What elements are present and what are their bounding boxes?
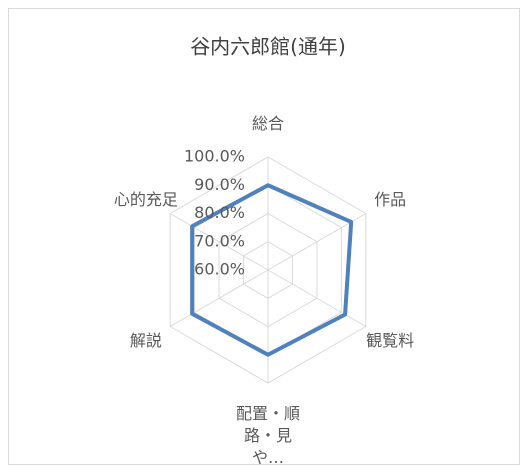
r-tick-label: 90.0% bbox=[194, 175, 245, 194]
spoke bbox=[267, 269, 367, 327]
spoke bbox=[169, 213, 269, 271]
category-label: 観覧料 bbox=[366, 330, 415, 350]
category-label: 総合 bbox=[251, 114, 284, 133]
category-label: 配置・順路・見や… bbox=[235, 404, 300, 467]
series-line bbox=[190, 183, 354, 357]
r-tick-label: 80.0% bbox=[194, 203, 245, 222]
category-label: 作品 bbox=[374, 189, 407, 209]
r-tick-label: 100.0% bbox=[184, 147, 245, 166]
chart-title: 谷内六郎館(通年) bbox=[190, 35, 346, 59]
category-label: 解説 bbox=[129, 330, 162, 350]
r-tick-label: 70.0% bbox=[194, 231, 245, 250]
category-label: 心的充足 bbox=[113, 189, 178, 209]
r-tick-label: 60.0% bbox=[194, 260, 245, 279]
chart-border bbox=[8, 8, 520, 465]
spoke bbox=[169, 269, 269, 327]
